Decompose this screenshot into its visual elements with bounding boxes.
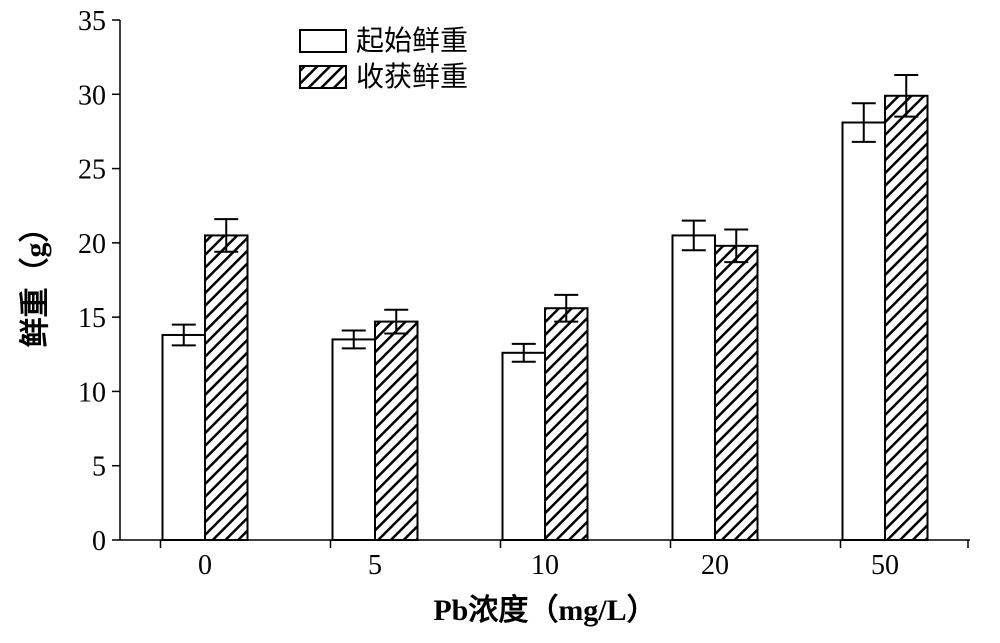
legend-swatch — [300, 30, 346, 52]
y-tick-label: 30 — [78, 80, 106, 111]
legend: 起始鲜重收获鲜重 — [300, 25, 468, 93]
y-tick-label: 5 — [92, 452, 106, 483]
y-axis-title: 鲜重（g） — [18, 213, 52, 348]
chart-container: 0 5 10 15 20 25 30 35 鲜重（g） 0 5 10 20 50 Pb浓度（mg/L） 起始鲜… — [0, 0, 1000, 643]
bar-start — [333, 339, 376, 540]
y-tick-label: 0 — [92, 526, 106, 557]
legend-swatch — [300, 66, 346, 88]
legend-label: 收获鲜重 — [356, 61, 468, 93]
bar-harvest — [545, 308, 588, 540]
bar-harvest — [375, 322, 418, 540]
bar-harvest — [205, 235, 248, 540]
bar-start — [843, 123, 886, 540]
x-tick-label: 5 — [368, 550, 382, 581]
x-tick-label: 50 — [871, 550, 899, 581]
y-tick-label: 20 — [78, 229, 106, 260]
legend-label: 起始鲜重 — [356, 25, 468, 57]
y-tick-label: 10 — [78, 377, 106, 408]
y-tick-label: 25 — [78, 155, 106, 186]
bar-harvest — [715, 246, 758, 540]
x-tick-label: 20 — [701, 550, 729, 581]
x-axis-title: Pb浓度（mg/L） — [433, 593, 656, 627]
x-tick-label: 10 — [531, 550, 559, 581]
bar-start — [163, 335, 206, 540]
chart-svg: 0 5 10 15 20 25 30 35 鲜重（g） 0 5 10 20 50 Pb浓度（mg/L） 起始鲜… — [0, 0, 1000, 643]
bar-harvest — [885, 96, 928, 540]
y-tick-label: 35 — [78, 6, 106, 37]
bar-start — [503, 353, 546, 540]
y-tick-label: 15 — [78, 303, 106, 334]
x-tick-label: 0 — [198, 550, 212, 581]
bar-start — [673, 235, 716, 540]
